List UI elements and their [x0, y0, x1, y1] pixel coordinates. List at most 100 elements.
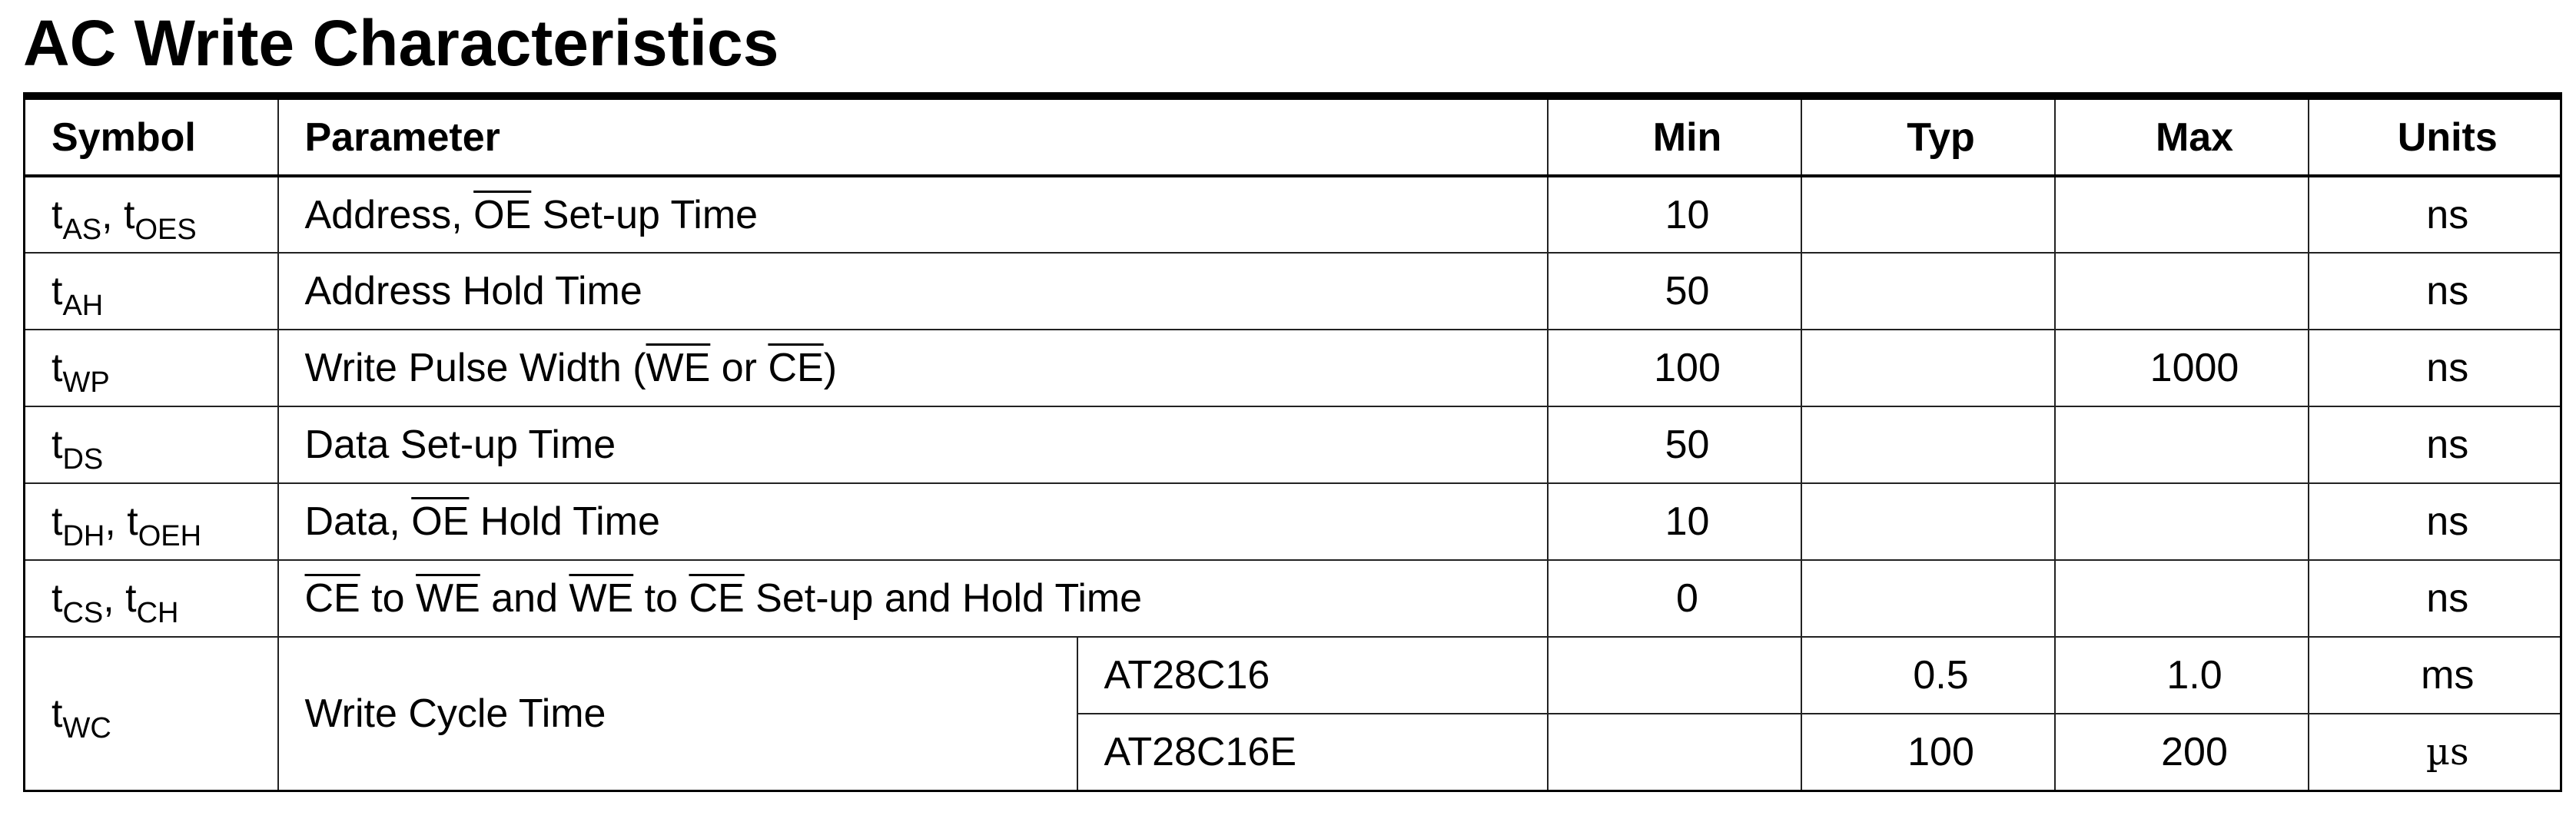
units-cell: ns	[2307, 175, 2562, 254]
symbol-subscript: CH	[136, 597, 179, 629]
parameter-text: Data,	[304, 499, 412, 544]
symbol-subscript: WC	[62, 711, 111, 744]
parameter-text: Set-up Time	[531, 192, 759, 237]
typ-cell	[1800, 252, 2056, 330]
symbol-subscript: DS	[62, 443, 104, 476]
header-min: Min	[1546, 95, 1802, 177]
min-cell	[1546, 713, 1802, 791]
active-low-signal: WE	[569, 576, 634, 621]
min-cell	[1546, 636, 1802, 714]
active-low-signal: CE	[689, 576, 745, 621]
parameter-text: Address Hold Time	[304, 269, 642, 313]
min-cell: 10	[1546, 482, 1802, 561]
table-row: tAH Address Hold Time 50 ns	[23, 252, 2562, 330]
table-body: tAS, tOES Address, OE Set-up Time 10 ns tAH A…	[23, 175, 2562, 791]
symbol-base: t	[51, 192, 63, 237]
min-cell: 10	[1546, 175, 1802, 254]
header-max: Max	[2053, 95, 2309, 177]
max-cell	[2053, 559, 2309, 638]
active-low-signal: OE	[473, 192, 532, 237]
parameter-text: or	[710, 346, 768, 390]
typ-cell	[1800, 482, 2056, 561]
max-cell	[2053, 175, 2309, 254]
typ-cell	[1800, 406, 2056, 484]
symbol-subscript: WP	[62, 366, 110, 399]
parameter-text: to	[360, 576, 417, 621]
parameter-text: Write Pulse Width (	[304, 346, 646, 390]
typ-cell: 0.5	[1800, 636, 2056, 714]
parameter-cell: Data, OE Hold Time	[277, 482, 1549, 561]
symbol-base: t	[51, 691, 63, 736]
parameter-text: )	[823, 346, 838, 390]
active-low-signal: WE	[416, 576, 480, 621]
symbol-base: t	[51, 269, 63, 313]
active-low-signal: CE	[304, 576, 360, 621]
device-cell: AT28C16E	[1076, 713, 1549, 791]
table-header-row: Symbol Parameter Min Typ Max Units	[23, 95, 2562, 177]
parameter-cell: Data Set-up Time	[277, 406, 1549, 484]
symbol-subscript: OEH	[138, 520, 202, 552]
symbol-cell: tDH, tOEH	[23, 482, 279, 561]
symbol-base: , t	[101, 192, 135, 237]
table-row: tDH, tOEH Data, OE Hold Time 10 ns	[23, 482, 2562, 561]
symbol-subscript: OES	[134, 213, 197, 246]
symbol-base: t	[51, 499, 63, 544]
ac-write-characteristics-table: Symbol Parameter Min Typ Max Units tAS, …	[23, 92, 2563, 792]
units-cell: ns	[2307, 482, 2562, 561]
active-low-signal: CE	[768, 346, 824, 390]
typ-cell	[1800, 329, 2056, 407]
min-cell: 50	[1546, 252, 1802, 330]
parameter-text: and	[480, 576, 569, 621]
max-cell	[2053, 252, 2309, 330]
min-cell: 0	[1546, 559, 1802, 638]
symbol-cell: tAH	[23, 252, 279, 330]
typ-cell	[1800, 559, 2056, 638]
max-cell	[2053, 482, 2309, 561]
parameter-cell: Write Pulse Width (WE or CE)	[277, 329, 1549, 407]
symbol-base: , t	[105, 499, 138, 544]
active-low-signal: WE	[646, 346, 711, 390]
symbol-subscript: CS	[62, 597, 104, 629]
units-cell: ns	[2307, 252, 2562, 330]
symbol-cell: tAS, tOES	[23, 175, 279, 254]
symbol-cell: tDS	[23, 406, 279, 484]
max-cell	[2053, 406, 2309, 484]
header-symbol: Symbol	[23, 95, 279, 177]
header-units: Units	[2307, 95, 2562, 177]
parameter-cell: Write Cycle Time	[277, 636, 1078, 791]
typ-cell: 100	[1800, 713, 2056, 791]
table-row: tCS, tCH CE to WE and WE to CE Set-up and…	[23, 559, 2562, 638]
parameter-text: Address,	[304, 192, 474, 237]
min-cell: 50	[1546, 406, 1802, 484]
parameter-text: to	[633, 576, 689, 621]
table-row: tWP Write Pulse Width (WE or CE) 100 1000 ns	[23, 329, 2562, 407]
header-parameter: Parameter	[277, 95, 1549, 177]
parameter-text: Data Set-up Time	[304, 423, 616, 467]
symbol-cell: tWP	[23, 329, 279, 407]
symbol-base: , t	[103, 576, 137, 621]
units-cell: ms	[2307, 636, 2562, 714]
symbol-cell: tWC	[23, 636, 279, 791]
parameter-text: Hold Time	[469, 499, 660, 544]
symbol-base: t	[51, 576, 63, 621]
units-cell: ns	[2307, 559, 2562, 638]
table-row: tAS, tOES Address, OE Set-up Time 10 ns	[23, 175, 2562, 254]
max-cell: 200	[2053, 713, 2309, 791]
table-row: tDS Data Set-up Time 50 ns	[23, 406, 2562, 484]
units-cell: µs	[2307, 713, 2562, 791]
symbol-subscript: AS	[62, 213, 102, 246]
parameter-cell: Address Hold Time	[277, 252, 1549, 330]
parameter-text: Set-up and Hold Time	[744, 576, 1143, 621]
parameter-cell: CE to WE and WE to CE Set-up and Hold Ti…	[277, 559, 1549, 638]
symbol-subscript: DH	[62, 520, 105, 552]
symbol-subscript: AH	[62, 290, 104, 322]
device-cell: AT28C16	[1076, 636, 1549, 714]
symbol-base: t	[51, 423, 63, 467]
page-title: AC Write Characteristics	[23, 7, 779, 79]
parameter-cell: Address, OE Set-up Time	[277, 175, 1549, 254]
units-cell: ns	[2307, 406, 2562, 484]
table-row: tWC Write Cycle Time AT28C16 0.5 1.0 ms	[23, 636, 2562, 791]
header-typ: Typ	[1800, 95, 2056, 177]
max-cell: 1000	[2053, 329, 2309, 407]
active-low-signal: OE	[411, 499, 470, 544]
